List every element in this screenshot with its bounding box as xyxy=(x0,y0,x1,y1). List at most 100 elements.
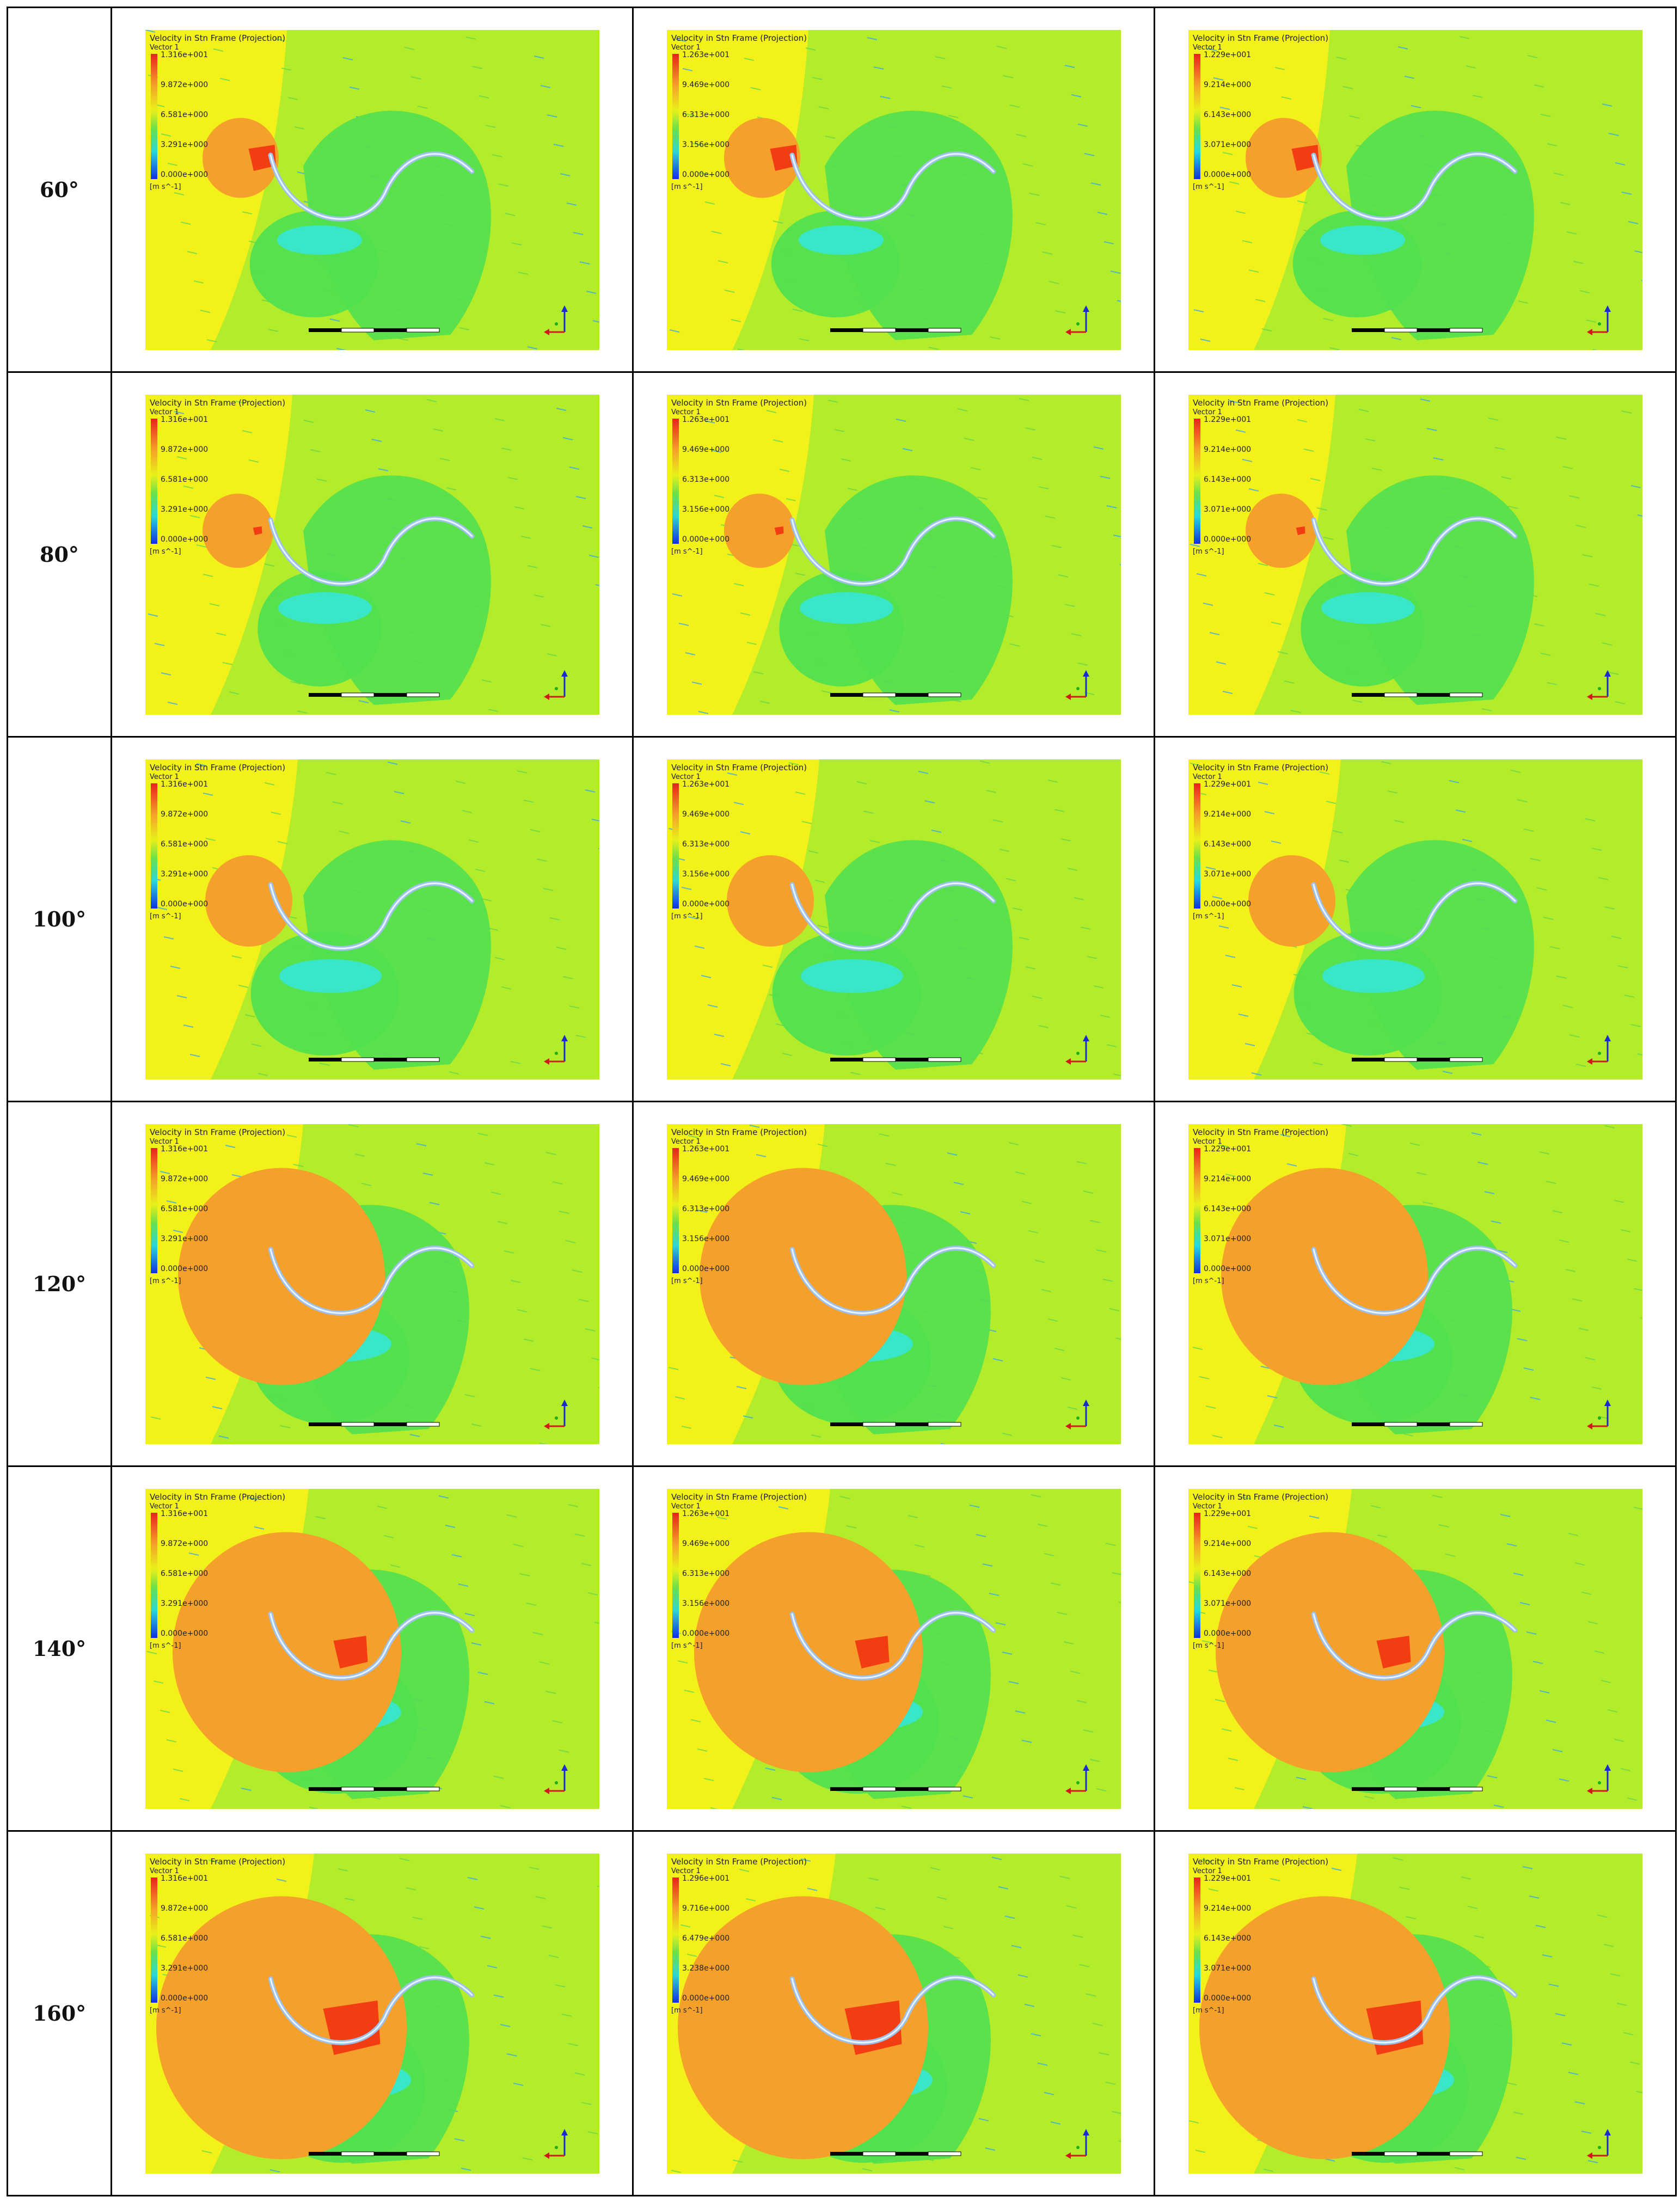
velocity-vector xyxy=(1032,456,1042,460)
velocity-vector xyxy=(390,1564,400,1568)
velocity-vector xyxy=(594,1621,599,1624)
velocity-vector xyxy=(1201,1640,1212,1643)
velocity-vector xyxy=(795,572,805,576)
color-bar-tick: 9.214e+000 xyxy=(1204,445,1251,454)
legend-title: Velocity in Stn Frame (Projection) xyxy=(671,398,807,408)
velocity-vector xyxy=(1290,709,1301,713)
velocity-vector xyxy=(539,1442,547,1444)
contour-cell: Velocity in Stn Frame (Projection) Vector… xyxy=(111,371,634,738)
velocity-vector xyxy=(542,1925,552,1929)
axis-triad-icon xyxy=(1065,2128,1089,2159)
velocity-vector xyxy=(1024,2003,1034,2007)
rotor-blade xyxy=(791,517,994,585)
velocity-vector xyxy=(1497,1249,1507,1253)
velocity-vector xyxy=(1549,946,1560,949)
velocity-vector xyxy=(1339,859,1349,863)
high-shear-region xyxy=(1322,959,1425,993)
velocity-vector xyxy=(1019,397,1029,401)
velocity-vector xyxy=(1206,47,1217,51)
velocity-vector xyxy=(572,1269,582,1273)
velocity-vector xyxy=(361,1182,371,1186)
velocity-vector xyxy=(1319,771,1329,775)
color-bar-tick: 3.291e+000 xyxy=(161,1599,208,1608)
velocity-vector xyxy=(686,1953,697,1957)
velocity-vector xyxy=(1309,1515,1319,1519)
velocity-vector xyxy=(513,2082,523,2086)
velocity-vector xyxy=(579,261,590,265)
velocity-vector xyxy=(1615,162,1625,165)
velocity-vector xyxy=(1072,1934,1083,1938)
velocity-vector xyxy=(522,2157,532,2161)
velocity-vector xyxy=(1404,75,1414,79)
velocity-vector xyxy=(1552,1210,1562,1213)
velocity-vector xyxy=(743,1415,753,1419)
velocity-vector xyxy=(264,782,274,786)
velocity-vector xyxy=(530,829,540,832)
velocity-vector xyxy=(1080,926,1090,930)
velocity-contour-plot: Velocity in Stn Frame (Projection) Vector… xyxy=(666,1488,1121,1809)
velocity-vector xyxy=(238,984,248,988)
velocity-vector xyxy=(1002,1432,1012,1436)
velocity-vector xyxy=(1397,46,1408,50)
velocity-vector xyxy=(1212,895,1222,899)
velocity-vector xyxy=(1349,115,1359,119)
velocity-vector xyxy=(591,1357,599,1360)
velocity-vector xyxy=(336,347,346,350)
scale-bar xyxy=(1351,2151,1482,2156)
velocity-vector xyxy=(739,1868,749,1872)
velocity-vector xyxy=(167,701,177,705)
velocity-vector xyxy=(1280,1133,1290,1137)
velocity-vector xyxy=(1562,1004,1573,1008)
velocity-vector xyxy=(173,1768,183,1772)
color-bar-unit: [m s^-1] xyxy=(150,912,181,921)
velocity-vector xyxy=(1614,1738,1624,1742)
velocity-vector xyxy=(205,837,216,841)
velocity-vector xyxy=(161,672,171,676)
velocity-vector xyxy=(494,418,505,421)
velocity-vector xyxy=(527,564,537,568)
legend-title: Velocity in Stn Frame (Projection) xyxy=(150,33,285,43)
peak-velocity-spot xyxy=(333,1635,367,1668)
color-bar xyxy=(1193,783,1200,909)
color-bar-tick: 9.214e+000 xyxy=(1204,810,1251,819)
velocity-vector xyxy=(206,339,217,342)
velocity-vector xyxy=(1235,210,1246,214)
velocity-vector xyxy=(526,1602,536,1606)
contour-cell: Velocity in Stn Frame (Projection) Vector… xyxy=(1154,736,1677,1102)
velocity-vector xyxy=(1008,1142,1019,1145)
velocity-vector xyxy=(545,1151,556,1155)
velocity-vector xyxy=(150,1416,161,1420)
velocity-vector xyxy=(1031,2033,1041,2036)
angle-label: 80° xyxy=(7,371,112,738)
velocity-vector xyxy=(1594,1650,1604,1654)
scale-bar xyxy=(308,692,439,697)
high-shear-region xyxy=(1320,225,1405,255)
color-bar-tick: 9.469e+000 xyxy=(682,445,729,454)
velocity-vector xyxy=(1297,200,1307,204)
axis-triad-icon xyxy=(1586,2128,1611,2159)
legend-title: Velocity in Stn Frame (Projection) xyxy=(150,763,285,772)
contour-cell: Velocity in Stn Frame (Projection) Vector… xyxy=(632,736,1155,1102)
velocity-vector xyxy=(1004,1915,1015,1919)
velocity-vector xyxy=(208,1859,218,1863)
velocity-vector xyxy=(1022,163,1033,167)
velocity-vector xyxy=(578,1298,588,1302)
velocity-vector xyxy=(1416,1171,1426,1175)
velocity-vector xyxy=(1329,347,1340,350)
axis-triad-icon xyxy=(1065,305,1089,335)
velocity-vector xyxy=(718,260,728,263)
velocity-vector xyxy=(183,1024,193,1028)
velocity-vector xyxy=(287,96,298,100)
velocity-vector xyxy=(349,86,359,90)
velocity-vector xyxy=(1086,1993,1096,1997)
velocity-vector xyxy=(1258,562,1268,566)
axis-triad-icon xyxy=(543,1399,568,1429)
velocity-vector xyxy=(1047,779,1058,783)
velocity-vector xyxy=(694,945,704,949)
velocity-vector xyxy=(180,221,191,225)
velocity-vector xyxy=(575,1034,586,1038)
velocity-vector xyxy=(1264,592,1274,596)
velocity-vector xyxy=(1393,1857,1403,1861)
velocity-vector xyxy=(943,1925,953,1929)
color-bar-unit: [m s^-1] xyxy=(1193,183,1224,191)
